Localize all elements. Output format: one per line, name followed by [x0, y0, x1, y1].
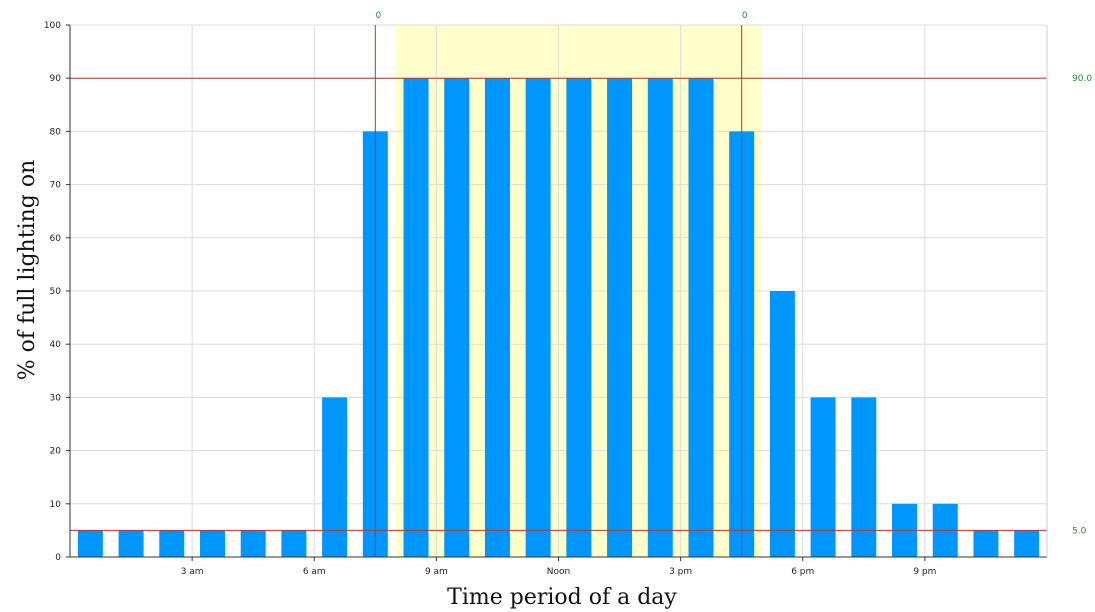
- x-tick-label: 9 am: [425, 567, 448, 577]
- x-axis-title: Time period of a day: [447, 585, 677, 610]
- x-tick-label: 3 am: [181, 567, 204, 577]
- vertical-marker-label: 0: [375, 11, 381, 21]
- bar: [973, 530, 999, 557]
- x-tick-label: 6 am: [303, 567, 326, 577]
- bar: [444, 78, 470, 557]
- y-tick-label: 50: [50, 287, 62, 297]
- bar: [240, 530, 266, 557]
- bar: [159, 530, 185, 557]
- y-tick-label: 60: [50, 234, 62, 244]
- y-tick-label: 10: [50, 500, 62, 510]
- y-tick-label: 0: [55, 553, 61, 563]
- tick-label-layer: 0 10 20 30 40 50 60 70 80 90 100 3 am 6 am 9 am Noon 3 …: [44, 11, 1093, 577]
- x-tick-label: Noon: [547, 567, 570, 577]
- bar: [281, 530, 307, 557]
- y-tick-label: 90: [50, 74, 62, 84]
- marker-layer: [374, 25, 743, 557]
- bar: [322, 397, 348, 557]
- bar: [118, 530, 144, 557]
- vertical-marker-label: 0: [742, 11, 748, 21]
- bar: [688, 78, 714, 557]
- x-tick-label: 9 pm: [913, 567, 936, 577]
- bar: [810, 397, 836, 557]
- bar: [525, 78, 551, 557]
- y-tick-label: 40: [50, 340, 62, 350]
- y-tick-label: 80: [50, 127, 62, 137]
- bar: [1014, 530, 1040, 557]
- bar: [484, 78, 510, 557]
- reference-line-label: 90.0: [1072, 74, 1092, 84]
- y-tick-label: 70: [50, 181, 62, 191]
- y-tick-label: 20: [50, 447, 62, 457]
- y-axis-title: % of full lighting on: [15, 160, 40, 381]
- bar: [647, 78, 673, 557]
- bar: [769, 291, 795, 557]
- bar: [566, 78, 592, 557]
- bar: [607, 78, 633, 557]
- reference-line-layer: [70, 77, 1047, 531]
- bar: [77, 530, 103, 557]
- bar: [403, 78, 429, 557]
- x-tick-label: 3 pm: [669, 567, 692, 577]
- y-tick-label: 30: [50, 393, 62, 403]
- axis-layer: [66, 24, 1048, 561]
- bar: [199, 530, 225, 557]
- grid-layer: [70, 24, 1047, 558]
- reference-line-label: 5.0: [1072, 526, 1087, 536]
- x-tick-label: 6 pm: [791, 567, 814, 577]
- y-tick-label: 100: [44, 21, 61, 31]
- bar: [851, 397, 877, 557]
